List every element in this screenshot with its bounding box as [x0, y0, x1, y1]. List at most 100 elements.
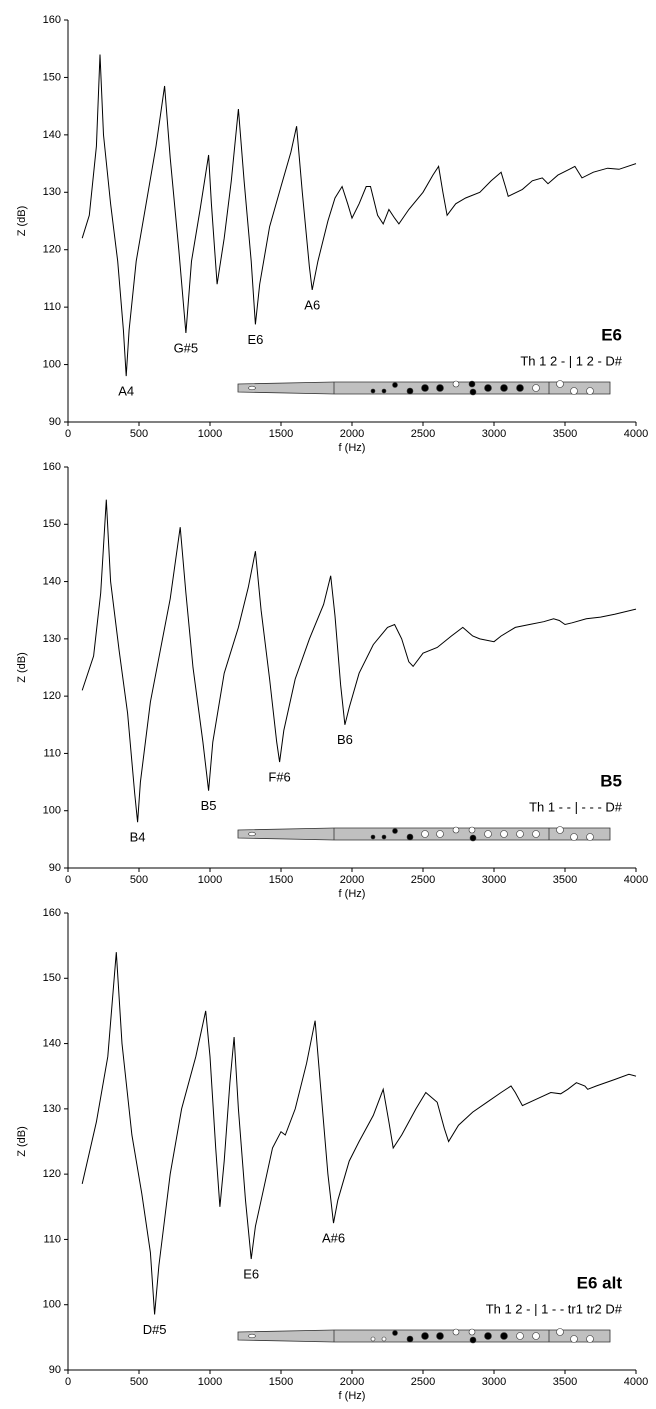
tone-hole	[421, 1332, 429, 1340]
tone-hole	[532, 1332, 540, 1340]
y-tick-label: 130	[43, 633, 61, 645]
x-tick-label: 3500	[553, 874, 577, 886]
impedance-line	[81, 952, 637, 1315]
fingering: Th 1 - - | - - - D#	[529, 799, 623, 814]
note-label: F#6	[268, 769, 290, 784]
y-tick-label: 90	[49, 1364, 61, 1376]
y-tick-label: 150	[43, 518, 61, 530]
tone-hole	[500, 1332, 508, 1340]
tone-hole	[469, 1336, 477, 1344]
note-label: E6	[243, 1266, 259, 1281]
y-tick-label: 160	[43, 907, 61, 919]
x-tick-label: 0	[65, 874, 71, 886]
y-tick-label: 130	[43, 186, 61, 198]
note-title: E6	[601, 325, 622, 344]
fingering: Th 1 2 - | 1 2 - D#	[520, 353, 622, 368]
impedance-line	[81, 54, 637, 377]
embouchure-hole	[248, 385, 256, 391]
tone-hole	[570, 1335, 578, 1343]
tone-hole	[516, 384, 524, 392]
impedance-line	[81, 499, 637, 823]
tone-hole	[469, 834, 477, 842]
tone-hole	[452, 1328, 460, 1336]
embouchure-hole	[248, 831, 256, 837]
note-label: B6	[337, 732, 353, 747]
chart: 90 100 110 120 130 140 150 160 0 500 1000 1500 2000 2…	[16, 14, 648, 454]
x-tick-label: 500	[130, 428, 148, 440]
tone-hole	[500, 830, 508, 838]
y-tick-label: 160	[43, 461, 61, 473]
tone-hole	[436, 1332, 444, 1340]
embouchure-hole	[248, 1333, 256, 1339]
note-label: D#5	[143, 1322, 167, 1337]
x-tick-label: 1000	[198, 1376, 222, 1388]
x-tick-label: 2500	[411, 1376, 435, 1388]
y-tick-label: 110	[43, 1233, 61, 1245]
tone-hole	[556, 826, 564, 834]
x-axis-label: f (Hz)	[339, 442, 366, 454]
tone-hole	[469, 388, 477, 396]
tone-hole	[370, 1336, 376, 1342]
fingering: Th 1 2 - | 1 - - tr1 tr2 D#	[486, 1301, 623, 1316]
tone-hole	[392, 1330, 398, 1336]
tone-hole	[370, 834, 376, 840]
y-tick-label: 100	[43, 805, 61, 817]
x-axis-label: f (Hz)	[339, 1390, 366, 1402]
tone-hole	[421, 384, 429, 392]
y-tick-label: 140	[43, 129, 61, 141]
y-tick-label: 160	[43, 14, 61, 26]
y-tick-label: 120	[43, 1168, 61, 1180]
x-tick-label: 2500	[411, 874, 435, 886]
x-tick-label: 1000	[198, 874, 222, 886]
x-tick-label: 3500	[553, 1376, 577, 1388]
tone-hole	[452, 380, 460, 388]
x-tick-label: 2000	[340, 428, 364, 440]
note-title: E6 alt	[577, 1273, 623, 1292]
tone-hole	[436, 830, 444, 838]
y-tick-label: 140	[43, 1037, 61, 1049]
x-tick-label: 2000	[340, 874, 364, 886]
x-tick-label: 1000	[198, 428, 222, 440]
tone-hole	[406, 1335, 414, 1343]
x-tick-label: 0	[65, 1376, 71, 1388]
x-tick-label: 3000	[482, 874, 506, 886]
y-tick-label: 110	[43, 301, 61, 313]
tone-hole	[570, 387, 578, 395]
x-tick-label: 2500	[411, 428, 435, 440]
chart: 90 100 110 120 130 140 150 160 0 500 1000 1500 2000 2…	[16, 907, 648, 1402]
tone-hole	[570, 833, 578, 841]
tone-hole	[516, 1332, 524, 1340]
x-tick-label: 500	[130, 874, 148, 886]
tone-hole	[468, 380, 476, 388]
tone-hole	[516, 830, 524, 838]
tone-hole	[468, 826, 476, 834]
y-axis-label: Z (dB)	[16, 652, 28, 683]
tone-hole	[556, 1328, 564, 1336]
note-label: A6	[304, 297, 320, 312]
x-axis-label: f (Hz)	[339, 888, 366, 900]
x-tick-label: 1500	[269, 874, 293, 886]
tone-hole	[392, 382, 398, 388]
x-tick-label: 0	[65, 428, 71, 440]
x-tick-label: 3000	[482, 1376, 506, 1388]
tone-hole	[421, 830, 429, 838]
x-tick-label: 500	[130, 1376, 148, 1388]
tone-hole	[484, 830, 492, 838]
tone-hole	[532, 384, 540, 392]
tone-hole	[436, 384, 444, 392]
tone-hole	[392, 828, 398, 834]
x-tick-label: 4000	[624, 428, 648, 440]
tone-hole	[556, 380, 564, 388]
note-label: A#6	[322, 1231, 345, 1246]
x-tick-label: 3000	[482, 428, 506, 440]
x-tick-label: 1500	[269, 428, 293, 440]
note-title: B5	[600, 771, 622, 790]
x-tick-label: 4000	[624, 1376, 648, 1388]
y-tick-label: 90	[49, 862, 61, 874]
y-axis-label: Z (dB)	[16, 1126, 28, 1157]
y-tick-label: 150	[43, 71, 61, 83]
tone-hole	[406, 387, 414, 395]
tone-hole	[532, 830, 540, 838]
